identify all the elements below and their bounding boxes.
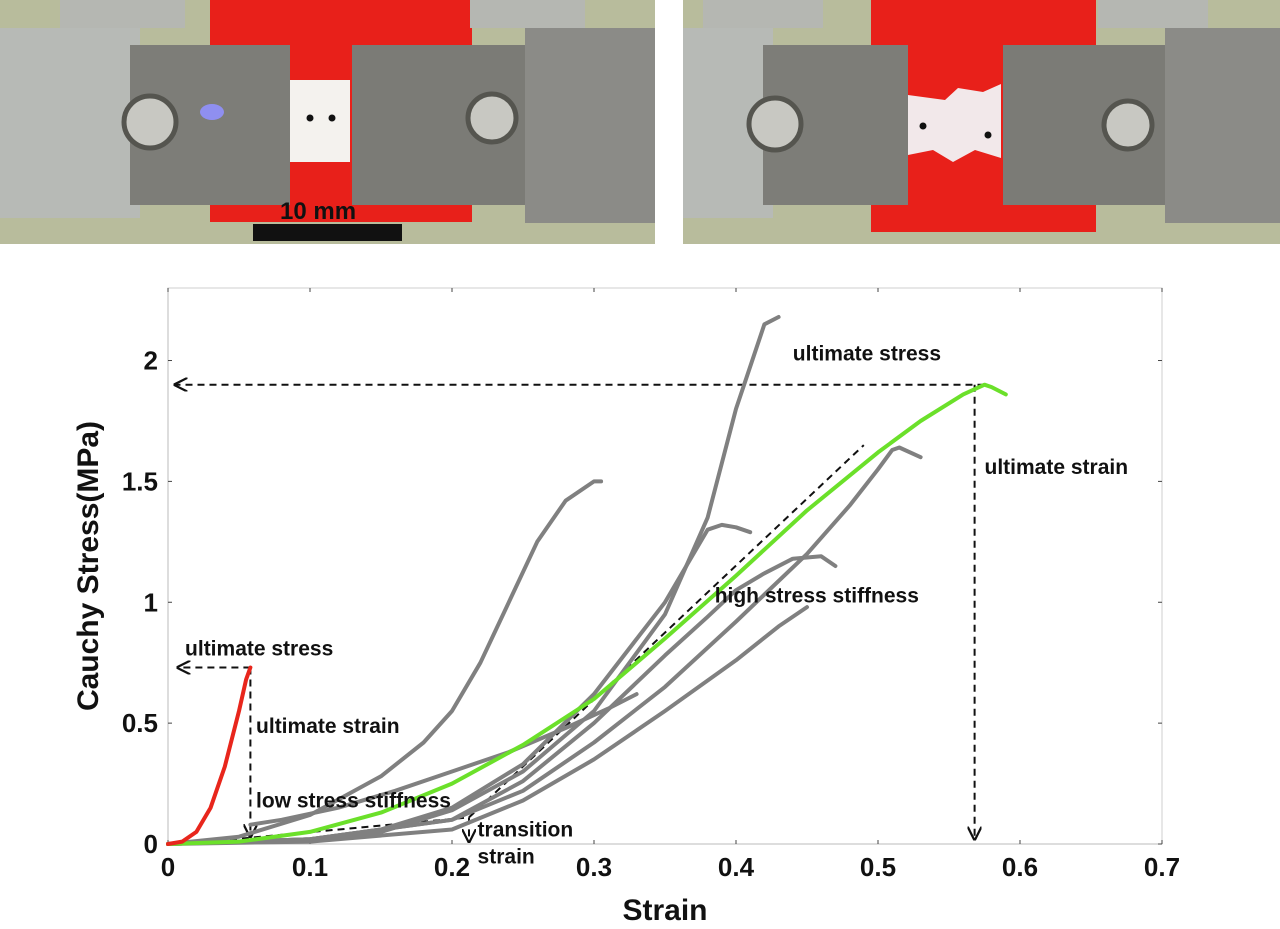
x-tick-label: 0.7: [1144, 852, 1180, 882]
bolt-right: [1101, 98, 1155, 152]
ink-mark: [200, 104, 224, 120]
x-tick-label: 0: [161, 852, 175, 882]
y-tick-label: 2: [144, 346, 158, 376]
upper-plate-left: [703, 0, 823, 28]
series-line-gray: [166, 605, 809, 846]
annotation-label: ultimate stress: [185, 637, 333, 660]
scale-bar: [253, 224, 402, 241]
specimen-photo-before-drawing: 10 mm: [0, 0, 655, 244]
annotations: ultimate stress ultimate strain high stres…: [185, 343, 1128, 869]
bolt-left: [746, 95, 804, 153]
marker-dot: [984, 131, 992, 139]
bolt-left: [121, 93, 179, 151]
specimen-photo-before: 10 mm: [0, 0, 655, 244]
x-tick-label: 0.3: [576, 852, 612, 882]
dashed-guides: [175, 385, 985, 845]
y-tick-label: 0: [144, 829, 158, 859]
y-axis-label: Cauchy Stress(MPa): [72, 421, 105, 711]
specimen-intact: [290, 80, 350, 162]
y-tick-label: 0.5: [122, 708, 158, 738]
x-tick-label: 0.5: [860, 852, 896, 882]
plot-frame: [167, 287, 1163, 845]
upper-plate-right: [1098, 0, 1208, 28]
annotation-label: ultimate strain: [256, 715, 400, 738]
grip-right: [1165, 28, 1280, 223]
y-tick-label: 1: [144, 587, 158, 617]
specimen-photo-after-drawing: [683, 0, 1280, 244]
x-axis-ticks: 0 0.1 0.2 0.3 0.4 0.5 0.6 0.7: [161, 288, 1180, 882]
marker-dot: [328, 114, 336, 122]
annotation-label: ultimate strain: [985, 456, 1129, 479]
annotation-label: strain: [478, 845, 535, 868]
grip-right: [525, 28, 655, 223]
series-line-gray: [248, 692, 639, 827]
y-tick-label: 1.5: [122, 466, 158, 496]
annotation-label: transition: [478, 819, 574, 842]
series-line-gray: [166, 554, 838, 846]
annotation-label: ultimate stress: [793, 343, 941, 366]
specimen-ruptured: [908, 84, 1001, 162]
annotation-label: low stress stiffness: [256, 790, 451, 813]
x-tick-label: 0.1: [292, 852, 328, 882]
stress-strain-plot: 0 0.1 0.2 0.3 0.4 0.5 0.6 0.7 0 0.5 1 1.5 2 ultimat…: [72, 287, 1180, 927]
upper-plate-right: [470, 0, 585, 28]
annotation-label: high stress stiffness: [715, 584, 919, 607]
specimen-photo-after: [683, 0, 1280, 244]
axis-lines: [167, 288, 1162, 845]
series-line-red: [166, 665, 253, 846]
marker-dot: [306, 114, 314, 122]
x-axis-label: Strain: [622, 894, 707, 924]
data-series: [166, 315, 1008, 846]
x-tick-label: 0.2: [434, 852, 470, 882]
grip-left: [0, 28, 140, 218]
bolt-right: [465, 91, 519, 145]
series-line-gray: [166, 479, 604, 846]
scale-bar-label: 10 mm: [280, 198, 356, 225]
marker-dot: [919, 122, 927, 130]
y-axis-ticks: 0 0.5 1 1.5 2: [122, 346, 1162, 859]
x-tick-label: 0.4: [718, 852, 755, 882]
x-tick-label: 0.6: [1002, 852, 1038, 882]
stress-strain-chart: 0 0.1 0.2 0.3 0.4 0.5 0.6 0.7 0 0.5 1 1.5 2 ultimat…: [0, 270, 1280, 927]
series-line-green: [166, 382, 1008, 846]
upper-plate-left: [60, 0, 185, 28]
